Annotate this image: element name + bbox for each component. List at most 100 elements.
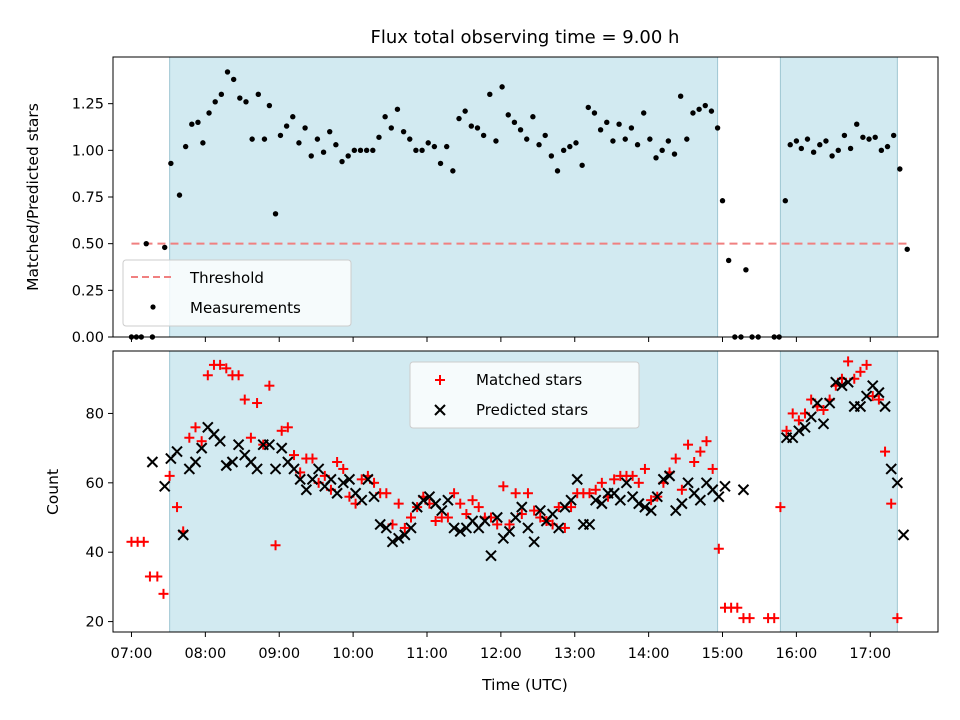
bottom-y-axis: 20 40 60 80 (86, 406, 113, 631)
legend-measurements-label: Measurements (190, 299, 301, 317)
matched-star-point (886, 498, 897, 509)
measurement-point (671, 151, 678, 157)
measurement-point (573, 140, 579, 146)
predicted-star-point (337, 477, 349, 489)
matched-star-point (683, 439, 694, 450)
matched-star-point (713, 543, 724, 554)
predicted-star-point (232, 438, 245, 451)
measurement-point (665, 138, 672, 144)
x-tick-label: 10:00 (332, 646, 374, 662)
matched-star-point (818, 404, 829, 415)
measurement-point (425, 140, 431, 146)
matched-star-point (233, 370, 244, 381)
measurement-point (659, 147, 665, 154)
legend-measurements-swatch (150, 304, 156, 310)
top-x-ticks (130, 337, 871, 342)
matched-star-point (892, 613, 903, 624)
matched-star-point (190, 422, 201, 433)
predicted-star-point (159, 480, 171, 493)
predicted-star-point (226, 456, 239, 468)
measurement-point (351, 147, 358, 154)
measurement-point (866, 136, 872, 142)
matched-star-point (245, 432, 256, 443)
measurement-point (860, 134, 866, 140)
bottom-legend-box (409, 361, 640, 429)
matched-star-point (138, 536, 149, 547)
predicted-star-point (214, 435, 226, 447)
measurement-point (474, 125, 481, 131)
measurement-point (143, 240, 149, 247)
predicted-star-point (374, 518, 386, 531)
measurement-point (456, 115, 462, 122)
predicted-star-point (657, 473, 670, 486)
x-tick-label: 17:00 (849, 646, 891, 662)
predicted-star-point (312, 463, 325, 475)
matched-star-point (775, 502, 786, 513)
matched-star-point (873, 394, 884, 405)
matched-star-point (399, 522, 410, 533)
predicted-star-point (220, 459, 232, 472)
predicted-star-point (195, 442, 208, 454)
matched-star-point (393, 498, 404, 509)
y-tick-label: 1.00 (72, 143, 104, 159)
matched-star-point (843, 356, 854, 367)
predicted-star-point (392, 532, 405, 545)
measurement-point (878, 147, 885, 154)
measurement-point (363, 147, 370, 154)
predicted-star-point (719, 480, 731, 493)
top-panel: 0.00 0.25 0.50 0.75 1.00 1.25 Matched/Predict… (24, 56, 939, 346)
predicted-star-point (306, 473, 319, 486)
measurement-point (793, 138, 800, 144)
predicted-star-point (823, 397, 836, 409)
x-tick-label: 15:00 (702, 646, 744, 662)
predicted-star-point (817, 418, 830, 430)
measurement-point (290, 114, 296, 120)
matched-star-point (566, 502, 577, 513)
measurement-point (884, 143, 891, 150)
predicted-star-point (503, 525, 516, 538)
predicted-star-point (405, 522, 417, 534)
legend-matched-label: Matched stars (476, 371, 582, 389)
measurement-point (487, 91, 493, 98)
x-tick-label: 14:00 (628, 646, 670, 662)
predicted-star-point (565, 494, 577, 506)
x-tick-label: 12:00 (480, 646, 522, 662)
measurement-point (653, 155, 659, 161)
y-tick-label: 0.25 (72, 283, 104, 299)
measurement-point (847, 145, 854, 152)
observing-window-band (779, 56, 898, 338)
matched-star-point (787, 408, 798, 419)
matched-star-point (590, 484, 601, 495)
matched-star-point (184, 432, 195, 443)
matched-star-point (880, 446, 891, 457)
predicted-star-point (676, 497, 688, 510)
predicted-star-point (860, 390, 873, 402)
measurement-point (702, 102, 708, 109)
predicted-star-point (836, 379, 848, 392)
matched-star-point (855, 366, 866, 377)
measurement-point (604, 119, 610, 126)
matched-star-point (215, 359, 226, 370)
measurement-point (218, 91, 225, 98)
top-legend-box (122, 259, 352, 327)
predicted-star-point (300, 484, 313, 496)
predicted-star-point (589, 494, 602, 506)
predicted-star-point (171, 445, 183, 458)
matched-star-point (510, 488, 521, 499)
measurement-point (345, 153, 351, 159)
predicted-star-point (177, 529, 189, 541)
top-y-axis-label: Matched/Predicted stars (24, 103, 42, 291)
matched-star-point (239, 394, 250, 405)
measurement-point (272, 211, 279, 217)
predicted-star-point (663, 470, 676, 482)
y-tick-label: 40 (86, 545, 104, 561)
predicted-star-point (516, 501, 528, 513)
matched-star-point (695, 446, 706, 457)
matched-star-point (164, 470, 175, 481)
measurement-point (162, 244, 168, 251)
top-plot-frame (112, 56, 939, 338)
bottom-panel: 20 40 60 80 07:00 08:00 09:00 10:00 11:00 12:00 1… (44, 350, 939, 694)
measurement-point (616, 121, 622, 127)
y-tick-label: 0.00 (72, 330, 104, 346)
measurement-point (450, 168, 456, 174)
